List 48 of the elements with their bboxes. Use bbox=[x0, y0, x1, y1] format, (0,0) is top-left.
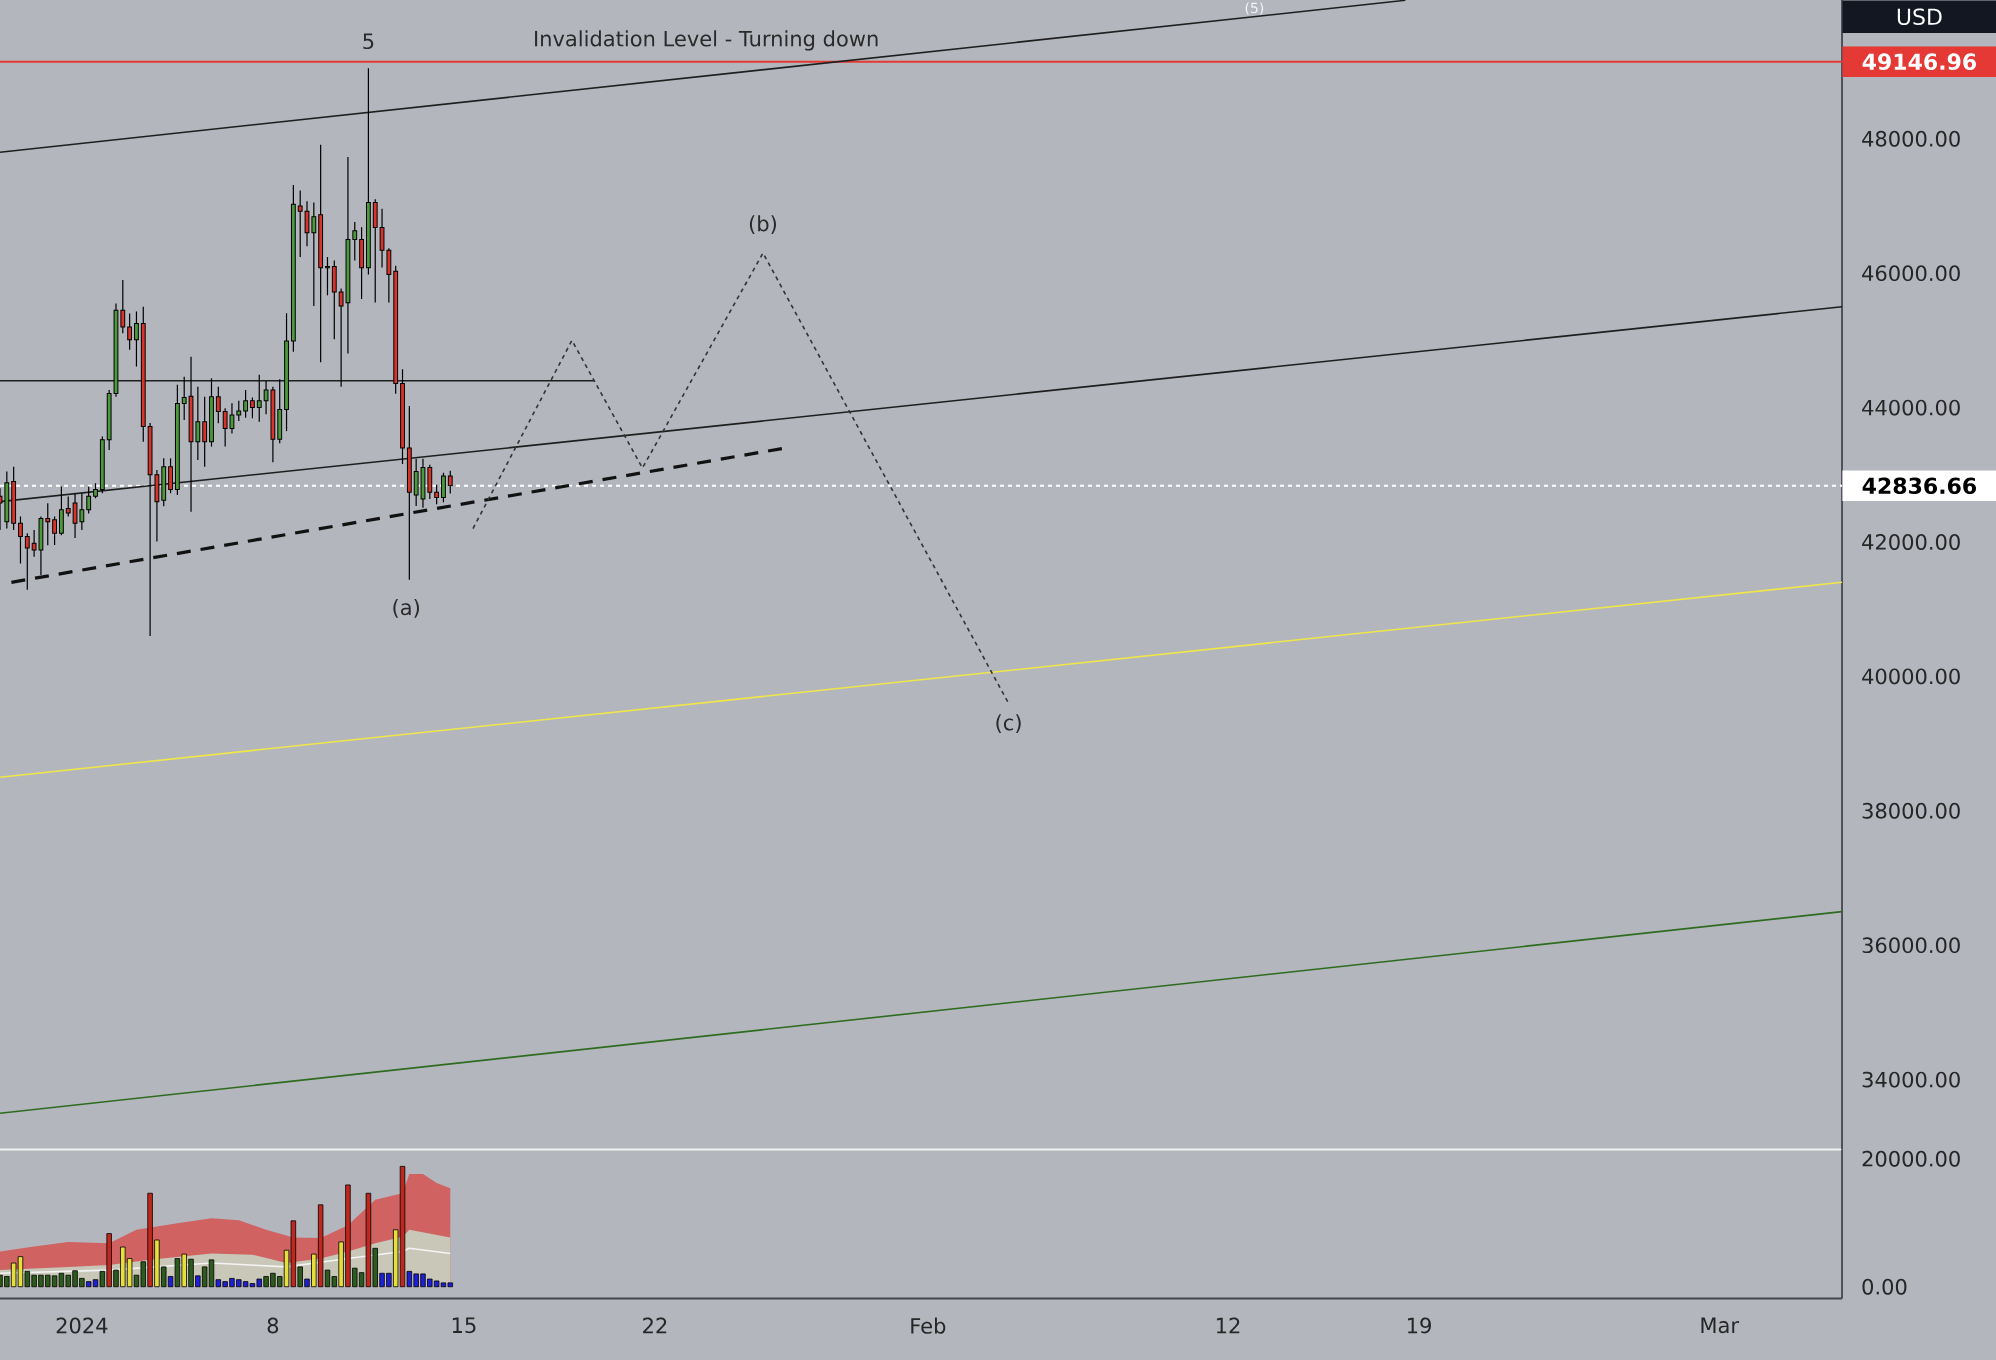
x-tick-label: 2024 bbox=[56, 1317, 108, 1334]
candlestick bbox=[352, 221, 358, 261]
annotation: (a) bbox=[393, 599, 420, 618]
candlestick bbox=[243, 389, 249, 419]
y-tick-label: 48000.00 bbox=[1862, 130, 1960, 147]
text: USD bbox=[1897, 8, 1942, 26]
y-tick-label: 40000.00 bbox=[1862, 668, 1960, 685]
candlestick bbox=[86, 486, 92, 515]
y-tick-label: 34000.00 bbox=[1862, 1071, 1960, 1088]
candlestick bbox=[168, 457, 173, 494]
candlestick bbox=[52, 515, 57, 546]
candlestick bbox=[45, 502, 51, 546]
y-tick-label: 46000.00 bbox=[1862, 265, 1960, 282]
y-tick-label: 42000.00 bbox=[1862, 534, 1960, 550]
x-tick-label: Feb bbox=[911, 1317, 946, 1334]
candlestick bbox=[18, 515, 23, 565]
candlestick bbox=[127, 312, 133, 351]
y-tick-label: 44000.00 bbox=[1862, 399, 1960, 416]
y-tick-label: 0.00 bbox=[1862, 1278, 1907, 1295]
line-series bbox=[0, 1247, 452, 1275]
annotation: (5) bbox=[1245, 2, 1264, 15]
annotation: (c) bbox=[996, 714, 1021, 734]
candlestick bbox=[202, 396, 208, 468]
candlestick bbox=[215, 386, 221, 424]
candlestick bbox=[434, 484, 440, 505]
candlestick bbox=[58, 486, 64, 536]
candlestick bbox=[134, 310, 139, 368]
ref-line-label: 42836.66 bbox=[1862, 477, 1977, 495]
y-tick-label: 38000.00 bbox=[1862, 802, 1960, 819]
annotation: (b) bbox=[749, 215, 777, 234]
x-tick-label: 15 bbox=[452, 1317, 476, 1334]
annotation: Invalidation Level - Turning down bbox=[535, 30, 878, 51]
x-tick-label: Mar bbox=[1701, 1317, 1740, 1334]
line-series bbox=[472, 252, 1010, 705]
annotation: 5 bbox=[363, 33, 374, 50]
x-tick-label: 8 bbox=[267, 1317, 279, 1334]
y-tick-label: 36000.00 bbox=[1862, 937, 1960, 954]
ref-line-label: 49146.96 bbox=[1862, 53, 1977, 70]
candlestick bbox=[256, 374, 262, 423]
candlestick bbox=[250, 396, 255, 419]
x-tick-label: 19 bbox=[1407, 1317, 1431, 1334]
candlestick bbox=[24, 532, 30, 591]
x-tick-label: 22 bbox=[643, 1317, 667, 1334]
candlestick bbox=[325, 256, 330, 296]
candlestick bbox=[441, 472, 446, 503]
candlestick bbox=[447, 470, 453, 495]
x-tick-label: 12 bbox=[1216, 1317, 1240, 1334]
y-tick-label: 20000.00 bbox=[1862, 1150, 1960, 1167]
